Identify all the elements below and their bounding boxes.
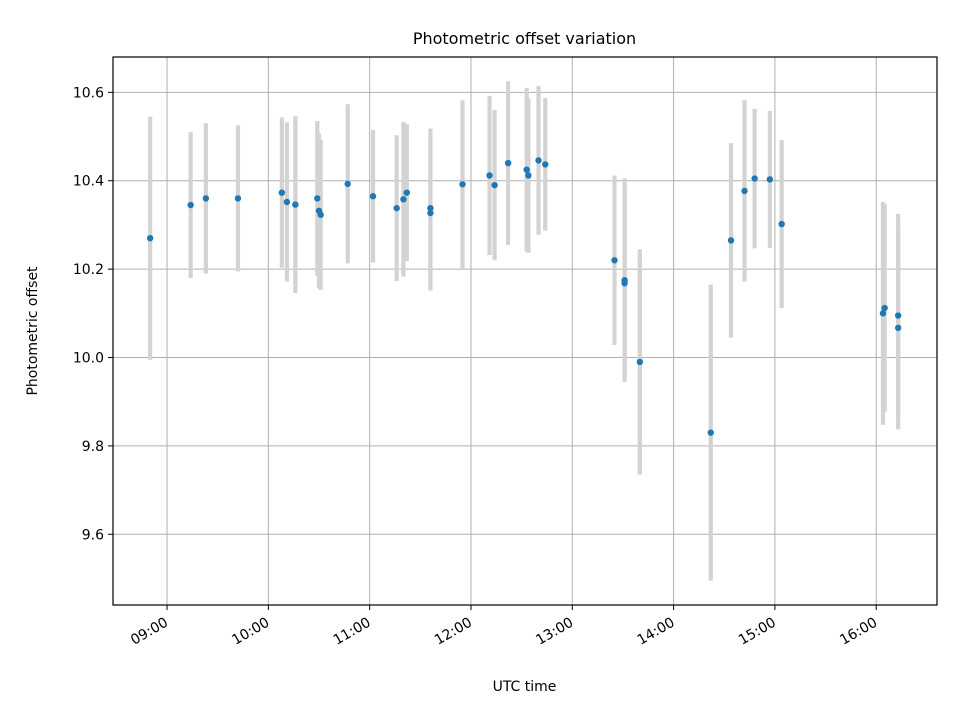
data-point bbox=[741, 187, 748, 195]
data-point bbox=[187, 201, 194, 209]
data-point bbox=[314, 195, 321, 202]
data-point bbox=[707, 429, 714, 436]
data-point bbox=[504, 159, 512, 167]
data-point bbox=[491, 181, 498, 189]
data-point bbox=[317, 211, 324, 218]
data-point bbox=[542, 161, 549, 168]
data-point bbox=[278, 189, 286, 196]
y-tick-label: 10.0 bbox=[73, 351, 104, 367]
data-point bbox=[202, 195, 210, 202]
plot-frame bbox=[112, 56, 938, 606]
data-point bbox=[344, 180, 351, 188]
data-point bbox=[369, 193, 377, 200]
data-point bbox=[234, 195, 242, 202]
data-point bbox=[486, 172, 493, 179]
y-axis-label: Photometric offset bbox=[25, 266, 41, 396]
data-points bbox=[146, 157, 902, 436]
data-point bbox=[283, 198, 291, 206]
x-axis-label: UTC time bbox=[493, 679, 557, 695]
data-point bbox=[894, 312, 902, 319]
data-point bbox=[611, 257, 618, 264]
data-point bbox=[881, 304, 888, 312]
y-tick-label: 9.8 bbox=[82, 439, 104, 455]
data-point bbox=[525, 172, 532, 179]
data-point bbox=[400, 196, 407, 203]
data-point bbox=[621, 280, 628, 287]
data-point bbox=[778, 220, 785, 228]
data-point bbox=[751, 175, 758, 182]
data-point bbox=[403, 189, 411, 196]
data-point bbox=[766, 176, 774, 183]
data-point bbox=[879, 310, 887, 317]
chart-title: Photometric offset variation bbox=[413, 29, 636, 48]
y-tick-label: 10.2 bbox=[73, 262, 104, 278]
data-point bbox=[393, 204, 400, 212]
data-point bbox=[146, 234, 154, 242]
data-point bbox=[292, 201, 299, 208]
data-point bbox=[427, 204, 434, 212]
data-point bbox=[894, 324, 902, 332]
data-point bbox=[636, 358, 644, 366]
data-point bbox=[427, 209, 434, 217]
data-point bbox=[535, 157, 542, 164]
y-tick-label: 9.6 bbox=[82, 527, 104, 543]
data-point bbox=[523, 166, 530, 173]
data-point bbox=[727, 237, 735, 244]
data-point bbox=[459, 181, 466, 188]
y-tick-label: 10.4 bbox=[73, 174, 104, 190]
y-tick-label: 10.6 bbox=[73, 85, 104, 101]
y-axis-ticks: 9.6 9.8 10.0 10.2 10.4 10.6 bbox=[73, 85, 113, 543]
